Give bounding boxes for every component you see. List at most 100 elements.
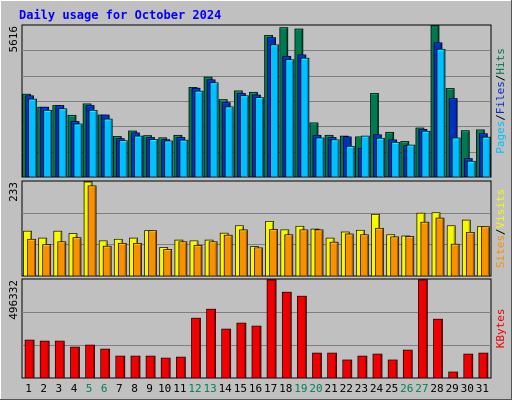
- visits-legend: Sites / Visits: [494, 189, 507, 268]
- sites-bar: [435, 217, 445, 277]
- sites-bar: [208, 241, 218, 277]
- pages-bar: [240, 95, 249, 178]
- day-label: 18: [279, 382, 292, 395]
- kbytes-bar: [387, 359, 398, 379]
- day-label: 4: [71, 382, 78, 395]
- pages-bar: [224, 106, 234, 178]
- legend-hits: Hits: [494, 48, 507, 75]
- day-label: 1: [25, 382, 32, 395]
- day-label: 26: [400, 382, 413, 395]
- pages-bar: [164, 140, 174, 178]
- pages-bar: [391, 142, 401, 178]
- kbytes-bar: [100, 348, 111, 379]
- pages-bar: [88, 110, 98, 178]
- day-label: 25: [385, 382, 398, 395]
- pages-bar: [28, 98, 37, 178]
- legend-separator: /: [494, 228, 507, 235]
- day-label: 11: [173, 382, 186, 395]
- pages-bar: [315, 137, 325, 178]
- sites-bar: [42, 244, 52, 277]
- sites-bar: [269, 229, 278, 277]
- pages-bar: [73, 123, 83, 178]
- day-label: 3: [55, 382, 62, 395]
- kbytes-bar: [281, 291, 292, 379]
- kbytes-bar: [145, 355, 156, 379]
- sites-bar: [481, 226, 490, 277]
- day-label: 17: [264, 382, 277, 395]
- day-label: 20: [309, 382, 322, 395]
- sites-bar: [133, 243, 142, 277]
- legend-visits: Visits: [494, 189, 507, 229]
- kbytes-bar: [160, 357, 171, 379]
- pages-bar: [345, 146, 355, 178]
- day-label: 10: [158, 382, 171, 395]
- kbytes-bar: [70, 346, 80, 379]
- kbytes-ymax-label: 496332: [7, 280, 20, 320]
- day-label: 7: [116, 382, 123, 395]
- kbytes-bar: [176, 356, 186, 379]
- pages-bar: [361, 135, 370, 178]
- day-label: 13: [203, 382, 216, 395]
- day-label: 24: [370, 382, 384, 395]
- pages-bar: [43, 110, 53, 178]
- pages-bar: [376, 137, 385, 178]
- sites-bar: [420, 221, 430, 277]
- pages-bar: [58, 108, 68, 178]
- pages-bar: [179, 139, 189, 178]
- pages-bar: [118, 140, 128, 178]
- sites-bar: [148, 230, 157, 277]
- kbytes-bar: [206, 308, 216, 379]
- pages-bar: [285, 59, 295, 178]
- sites-bar: [329, 241, 339, 277]
- pages-bar: [134, 135, 143, 178]
- kbytes-bar: [221, 328, 232, 379]
- kbytes-bar: [463, 353, 474, 379]
- pages-bar: [466, 160, 476, 178]
- legend-separator: /: [494, 114, 507, 121]
- kbytes-bar: [115, 355, 126, 379]
- sites-bar: [344, 233, 354, 277]
- day-label: 31: [476, 382, 489, 395]
- legend-kbytes: KBytes: [494, 309, 507, 349]
- kbytes-bar: [418, 279, 428, 379]
- day-label: 8: [131, 382, 138, 395]
- sites-bar: [223, 234, 233, 277]
- day-label: 15: [234, 382, 247, 395]
- pages-bar: [300, 57, 310, 178]
- kbytes-bar: [54, 340, 65, 379]
- pages-bar: [103, 118, 113, 178]
- kbytes-bar: [39, 340, 50, 379]
- sites-visits-panel: [21, 180, 492, 277]
- kbytes-bar: [85, 344, 95, 379]
- pages-bar: [482, 136, 491, 178]
- sites-bar: [405, 236, 415, 277]
- sites-bar: [465, 232, 475, 277]
- day-label: 27: [415, 382, 428, 395]
- kbytes-panel: [21, 278, 492, 379]
- kbytes-bar: [342, 359, 353, 379]
- day-label: 9: [146, 382, 153, 395]
- sites-bar: [375, 227, 384, 277]
- pages-bar: [149, 139, 158, 178]
- kbytes-bar: [357, 355, 368, 379]
- day-axis: 1 2 3 4 5 6 7 8 9 10 11 12 13 14 15 16 17 18 19 20 21 22 23 24 2…: [25, 382, 489, 395]
- day-label: 30: [461, 382, 474, 395]
- sites-bar: [178, 241, 188, 277]
- legend-separator: /: [494, 75, 507, 82]
- legend-sites: Sites: [494, 235, 507, 268]
- pages-bar: [421, 130, 431, 178]
- hits-legend: Pages / Files / Hits: [494, 48, 507, 154]
- pages-bar: [194, 90, 204, 178]
- pages-bar: [436, 48, 446, 178]
- sites-bar: [284, 234, 294, 277]
- sites-bar: [450, 243, 460, 277]
- kbytes-bar: [191, 317, 201, 379]
- legend-files: Files: [494, 81, 507, 114]
- hits-ymax-label: 5616: [7, 26, 20, 53]
- hits-files-pages-panel: [21, 24, 492, 178]
- kbytes-legend: KBytes: [494, 309, 507, 349]
- day-label: 22: [340, 382, 353, 395]
- sites-bar: [314, 229, 324, 277]
- sites-bar: [27, 238, 36, 277]
